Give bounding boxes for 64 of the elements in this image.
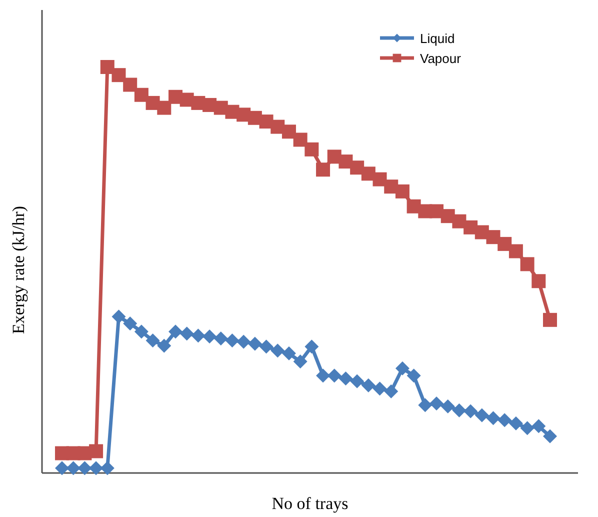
point — [66, 461, 80, 476]
point — [543, 429, 557, 444]
point — [270, 344, 285, 358]
point — [191, 328, 206, 343]
point — [486, 411, 500, 426]
point — [418, 398, 432, 412]
point — [236, 334, 251, 349]
point — [440, 399, 455, 414]
point — [55, 461, 69, 476]
point — [78, 461, 92, 476]
point — [532, 419, 546, 434]
point — [282, 124, 296, 139]
point — [225, 334, 240, 348]
point — [134, 88, 148, 102]
point — [430, 396, 444, 411]
point — [372, 382, 387, 396]
point — [474, 408, 489, 422]
point — [498, 413, 512, 428]
point — [327, 368, 342, 383]
point — [508, 416, 523, 430]
point — [498, 236, 512, 251]
point — [452, 403, 466, 418]
x-axis-title: No of trays — [272, 494, 348, 513]
point — [464, 404, 478, 418]
point — [168, 324, 182, 339]
point — [123, 78, 138, 92]
point — [180, 326, 194, 341]
point — [214, 331, 228, 346]
point — [520, 421, 534, 436]
point — [543, 312, 557, 327]
point — [134, 324, 148, 339]
point — [338, 371, 353, 386]
point — [282, 346, 296, 360]
point — [406, 368, 421, 383]
point — [112, 310, 126, 324]
point — [202, 329, 217, 344]
point — [259, 340, 274, 354]
point — [89, 444, 104, 458]
point — [293, 132, 308, 147]
point — [395, 361, 410, 376]
legend-label: Liquid — [420, 31, 455, 46]
point — [100, 461, 114, 476]
point — [350, 374, 364, 388]
point — [316, 162, 330, 177]
point — [508, 244, 523, 258]
point — [89, 461, 104, 476]
point — [520, 257, 534, 272]
point — [123, 316, 138, 331]
point — [384, 384, 398, 398]
point — [146, 334, 160, 348]
point — [100, 60, 114, 74]
point — [395, 184, 410, 198]
point — [248, 336, 262, 351]
point — [316, 368, 330, 383]
y-axis-title: Exergy rate (kJ/hr) — [9, 206, 28, 334]
legend-label: Vapour — [420, 51, 462, 66]
point — [157, 338, 172, 353]
point — [532, 274, 546, 288]
point — [157, 100, 172, 115]
point — [304, 142, 319, 156]
point — [304, 340, 319, 354]
point — [361, 378, 376, 392]
point — [112, 68, 126, 82]
point — [293, 354, 308, 369]
